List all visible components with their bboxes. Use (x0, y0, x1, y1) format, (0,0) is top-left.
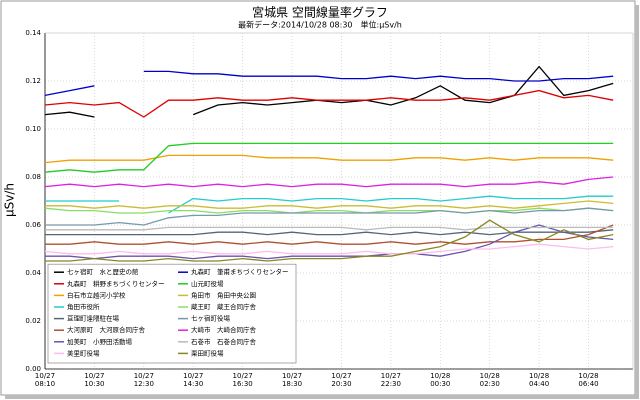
legend-box (47, 263, 297, 364)
x-tick-label: 20:30 (331, 380, 351, 388)
y-tick-label: 0.08 (25, 173, 41, 181)
y-tick-label: 0.10 (25, 125, 41, 133)
legend-label: 大河原町 大河原合同庁舎 (67, 325, 146, 334)
legend-label: 加美町 小野田活動場 (67, 337, 133, 346)
x-tick-label: 16:30 (233, 380, 253, 388)
x-tick-label: 10/27 (282, 372, 302, 380)
x-tick-label: 06:40 (578, 380, 598, 388)
x-tick-label: 10/27 (331, 372, 351, 380)
legend-label: 丸森町 筆甫まちづくりセンター (191, 267, 289, 276)
series-line (45, 200, 614, 209)
legend-label: 角田市 角田中央公園 (191, 290, 256, 299)
x-tick-label: 10/27 (233, 372, 253, 380)
y-tick-label: 0.14 (25, 29, 41, 37)
chart-subtitle: 最新データ:2014/10/28 08:30 単位:μSv/h (238, 20, 402, 30)
x-tick-label: 10/27 (134, 372, 154, 380)
series-line (44, 65, 614, 118)
x-tick-label: 10/27 (183, 372, 203, 380)
series-line (44, 243, 614, 255)
legend-label: 白石市立越河小学校 (67, 290, 126, 299)
x-tick-label: 02:30 (480, 380, 500, 388)
x-tick-label: 10/27 (84, 372, 104, 380)
frame-shadow (5, 395, 637, 399)
x-tick-label: 08:10 (35, 380, 55, 388)
x-tick-label: 10/27 (381, 372, 401, 380)
legend-label: 栗田町役場 (191, 348, 224, 357)
y-axis-label: μSv/h (3, 183, 17, 217)
x-tick-label: 10/27 (35, 372, 55, 380)
x-tick-label: 10/28 (529, 372, 549, 380)
legend-label: 山元町役場 (191, 279, 224, 288)
legend-label: 亘理町逢隈駐在場 (67, 314, 120, 323)
series-line (45, 229, 614, 236)
legend-label: 美里町役場 (67, 348, 100, 357)
series-line (44, 70, 614, 97)
legend-label: 七ヶ宿町役場 (191, 314, 231, 323)
y-tick-label: 0.06 (25, 221, 41, 229)
series-line (44, 176, 614, 188)
x-tick-label: 14:30 (183, 380, 203, 388)
y-tick-label: 0.02 (25, 317, 41, 325)
x-tick-label: 18:30 (282, 380, 302, 388)
x-tick-label: 10/28 (578, 372, 598, 380)
x-tick-label: 10:30 (84, 380, 104, 388)
series-line (44, 207, 614, 214)
x-tick-label: 04:40 (529, 380, 549, 388)
y-tick-label: 0.00 (25, 365, 41, 373)
series-line (45, 195, 614, 214)
legend-label: 大崎市 大崎合同庁舎 (191, 325, 257, 334)
x-tick-label: 10/28 (430, 372, 450, 380)
y-tick-label: 0.04 (25, 269, 41, 277)
x-tick-label: 10/28 (480, 372, 500, 380)
legend-label: 七ヶ宿町 水と歴史の館 (67, 267, 139, 276)
chart-title: 宮城県 空間線量率グラフ (252, 5, 388, 20)
frame-shadow (635, 5, 639, 399)
series-line (45, 224, 614, 260)
legend-label: 石巻市 石巻合同庁舎 (191, 337, 257, 346)
x-tick-label: 22:30 (381, 380, 401, 388)
x-tick-label: 00:30 (430, 380, 450, 388)
series-line (44, 142, 614, 173)
series-line (45, 226, 614, 231)
x-tick-label: 12:30 (134, 380, 154, 388)
y-tick-label: 0.12 (25, 77, 41, 85)
series-line (45, 224, 614, 245)
series-line (45, 207, 614, 226)
series-line (44, 89, 614, 118)
legend-label: 角田市役所 (67, 302, 100, 311)
series-line (45, 219, 614, 262)
legend-label: 蔵王町 蔵王合同庁舎 (191, 302, 257, 311)
legend-label: 丸森町 耕野まちづくりセンター (67, 279, 165, 288)
series-line (44, 154, 614, 164)
